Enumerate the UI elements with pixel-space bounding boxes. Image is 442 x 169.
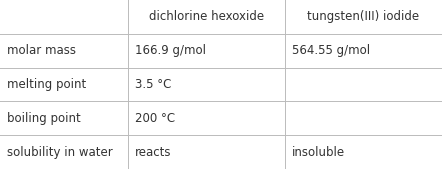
Text: reacts: reacts — [135, 146, 171, 159]
Text: boiling point: boiling point — [7, 112, 80, 125]
Text: melting point: melting point — [7, 78, 86, 91]
Text: 166.9 g/mol: 166.9 g/mol — [135, 44, 206, 57]
Text: molar mass: molar mass — [7, 44, 76, 57]
Text: solubility in water: solubility in water — [7, 146, 112, 159]
Text: dichlorine hexoxide: dichlorine hexoxide — [149, 10, 264, 23]
Text: insoluble: insoluble — [292, 146, 345, 159]
Text: 3.5 °C: 3.5 °C — [135, 78, 171, 91]
Text: 564.55 g/mol: 564.55 g/mol — [292, 44, 370, 57]
Text: 200 °C: 200 °C — [135, 112, 175, 125]
Text: tungsten(III) iodide: tungsten(III) iodide — [308, 10, 419, 23]
